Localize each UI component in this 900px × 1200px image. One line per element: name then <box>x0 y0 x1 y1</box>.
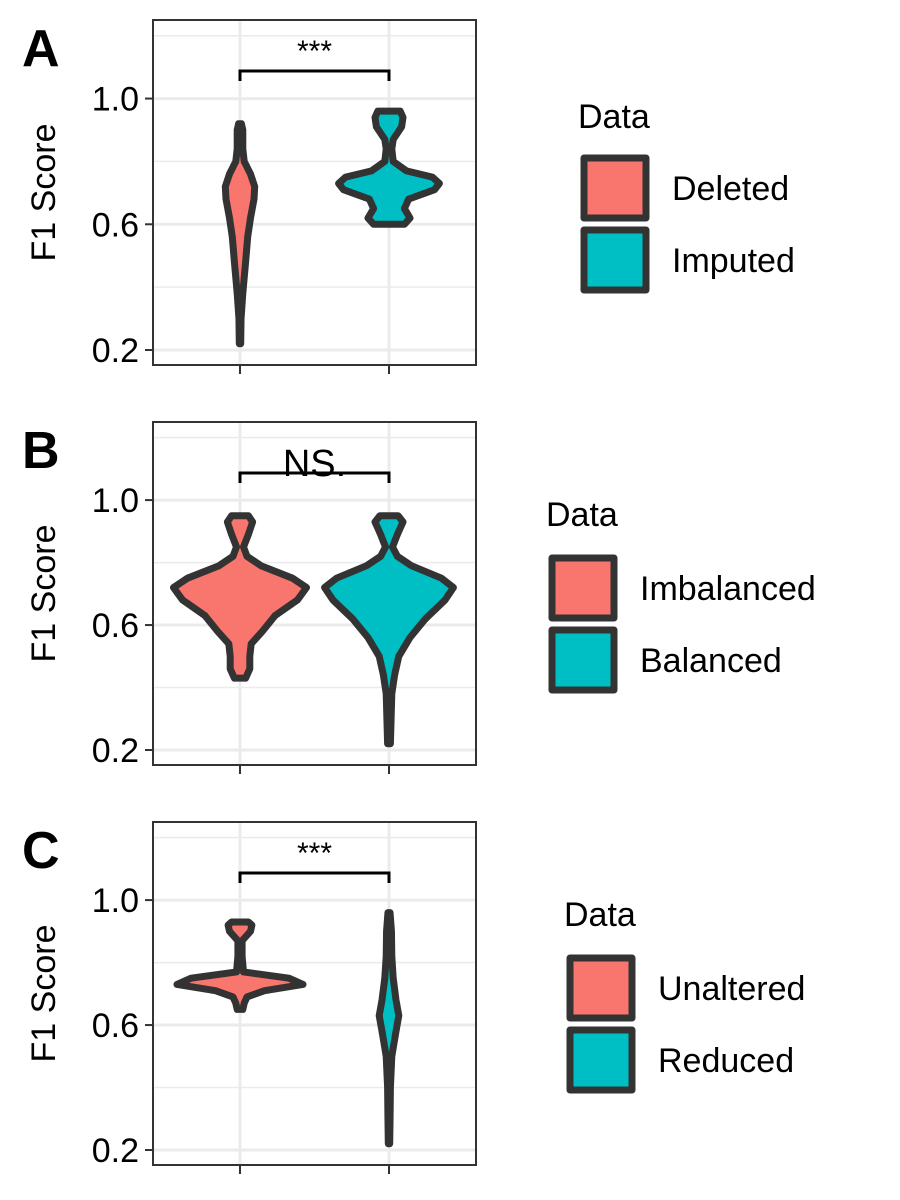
panel-letter: B <box>22 422 60 480</box>
violin-reduced <box>375 909 403 1148</box>
legend-label: Imputed <box>672 242 795 280</box>
y-tick-label: 0.2 <box>92 1132 139 1170</box>
legend-label: Reduced <box>658 1042 794 1080</box>
legend-key <box>566 954 636 1022</box>
y-tick-label: 1.0 <box>92 882 139 920</box>
significance-bracket <box>238 471 391 483</box>
legend: Data Unaltered Reduced <box>564 896 805 1094</box>
significance-bracket <box>238 69 391 81</box>
y-tick-label: 0.2 <box>92 732 139 770</box>
y-axis-label: F1 Score <box>25 525 63 663</box>
legend-key <box>580 154 650 222</box>
legend-title: Data <box>546 496 618 534</box>
panel-border <box>152 821 477 1166</box>
legend-title: Data <box>564 896 636 934</box>
significance-label: *** <box>297 35 332 68</box>
y-tick-label: 0.6 <box>92 1007 139 1045</box>
legend-label: Balanced <box>640 642 782 680</box>
panel-c: *** 0.2 0.6 1.0 F1 Score C Data Unaltered Reduce… <box>22 821 805 1174</box>
legend: Data Imbalanced Balanced <box>546 496 816 694</box>
significance-bracket <box>238 871 391 883</box>
panel-border <box>152 421 477 766</box>
significance-label: NS. <box>283 443 346 485</box>
legend-key <box>566 1026 636 1094</box>
panel-letter: A <box>22 20 60 78</box>
violin-unaltered <box>173 918 307 1013</box>
y-tick-label: 0.6 <box>92 607 139 645</box>
violin-imputed <box>335 107 443 228</box>
y-axis-label: F1 Score <box>25 925 63 1063</box>
violin-imbalanced <box>170 512 310 682</box>
y-tick-label: 0.2 <box>92 332 139 370</box>
panel-border <box>152 19 477 366</box>
violin-deleted <box>221 120 259 348</box>
significance-label: *** <box>297 837 332 870</box>
legend-label: Imbalanced <box>640 570 816 608</box>
legend-label: Deleted <box>672 170 789 208</box>
legend-title: Data <box>578 98 650 136</box>
panel-b: NS. 0.2 0.6 1.0 F1 Score B Data Imbalanced Balan… <box>22 421 816 774</box>
y-tick-label: 1.0 <box>92 482 139 520</box>
legend-key <box>580 226 650 294</box>
violin-balanced <box>321 512 457 748</box>
legend-label: Unaltered <box>658 970 805 1008</box>
panel-letter: C <box>22 822 60 880</box>
y-axis-label: F1 Score <box>25 124 63 262</box>
panel-a: *** 0.2 0.6 1.0 F1 Score A Data Deleted Imputed <box>22 19 795 374</box>
y-tick-label: 0.6 <box>92 206 139 244</box>
legend-key <box>548 554 618 622</box>
y-tick-label: 1.0 <box>92 81 139 119</box>
legend-key <box>548 626 618 694</box>
legend: Data Deleted Imputed <box>578 98 795 294</box>
